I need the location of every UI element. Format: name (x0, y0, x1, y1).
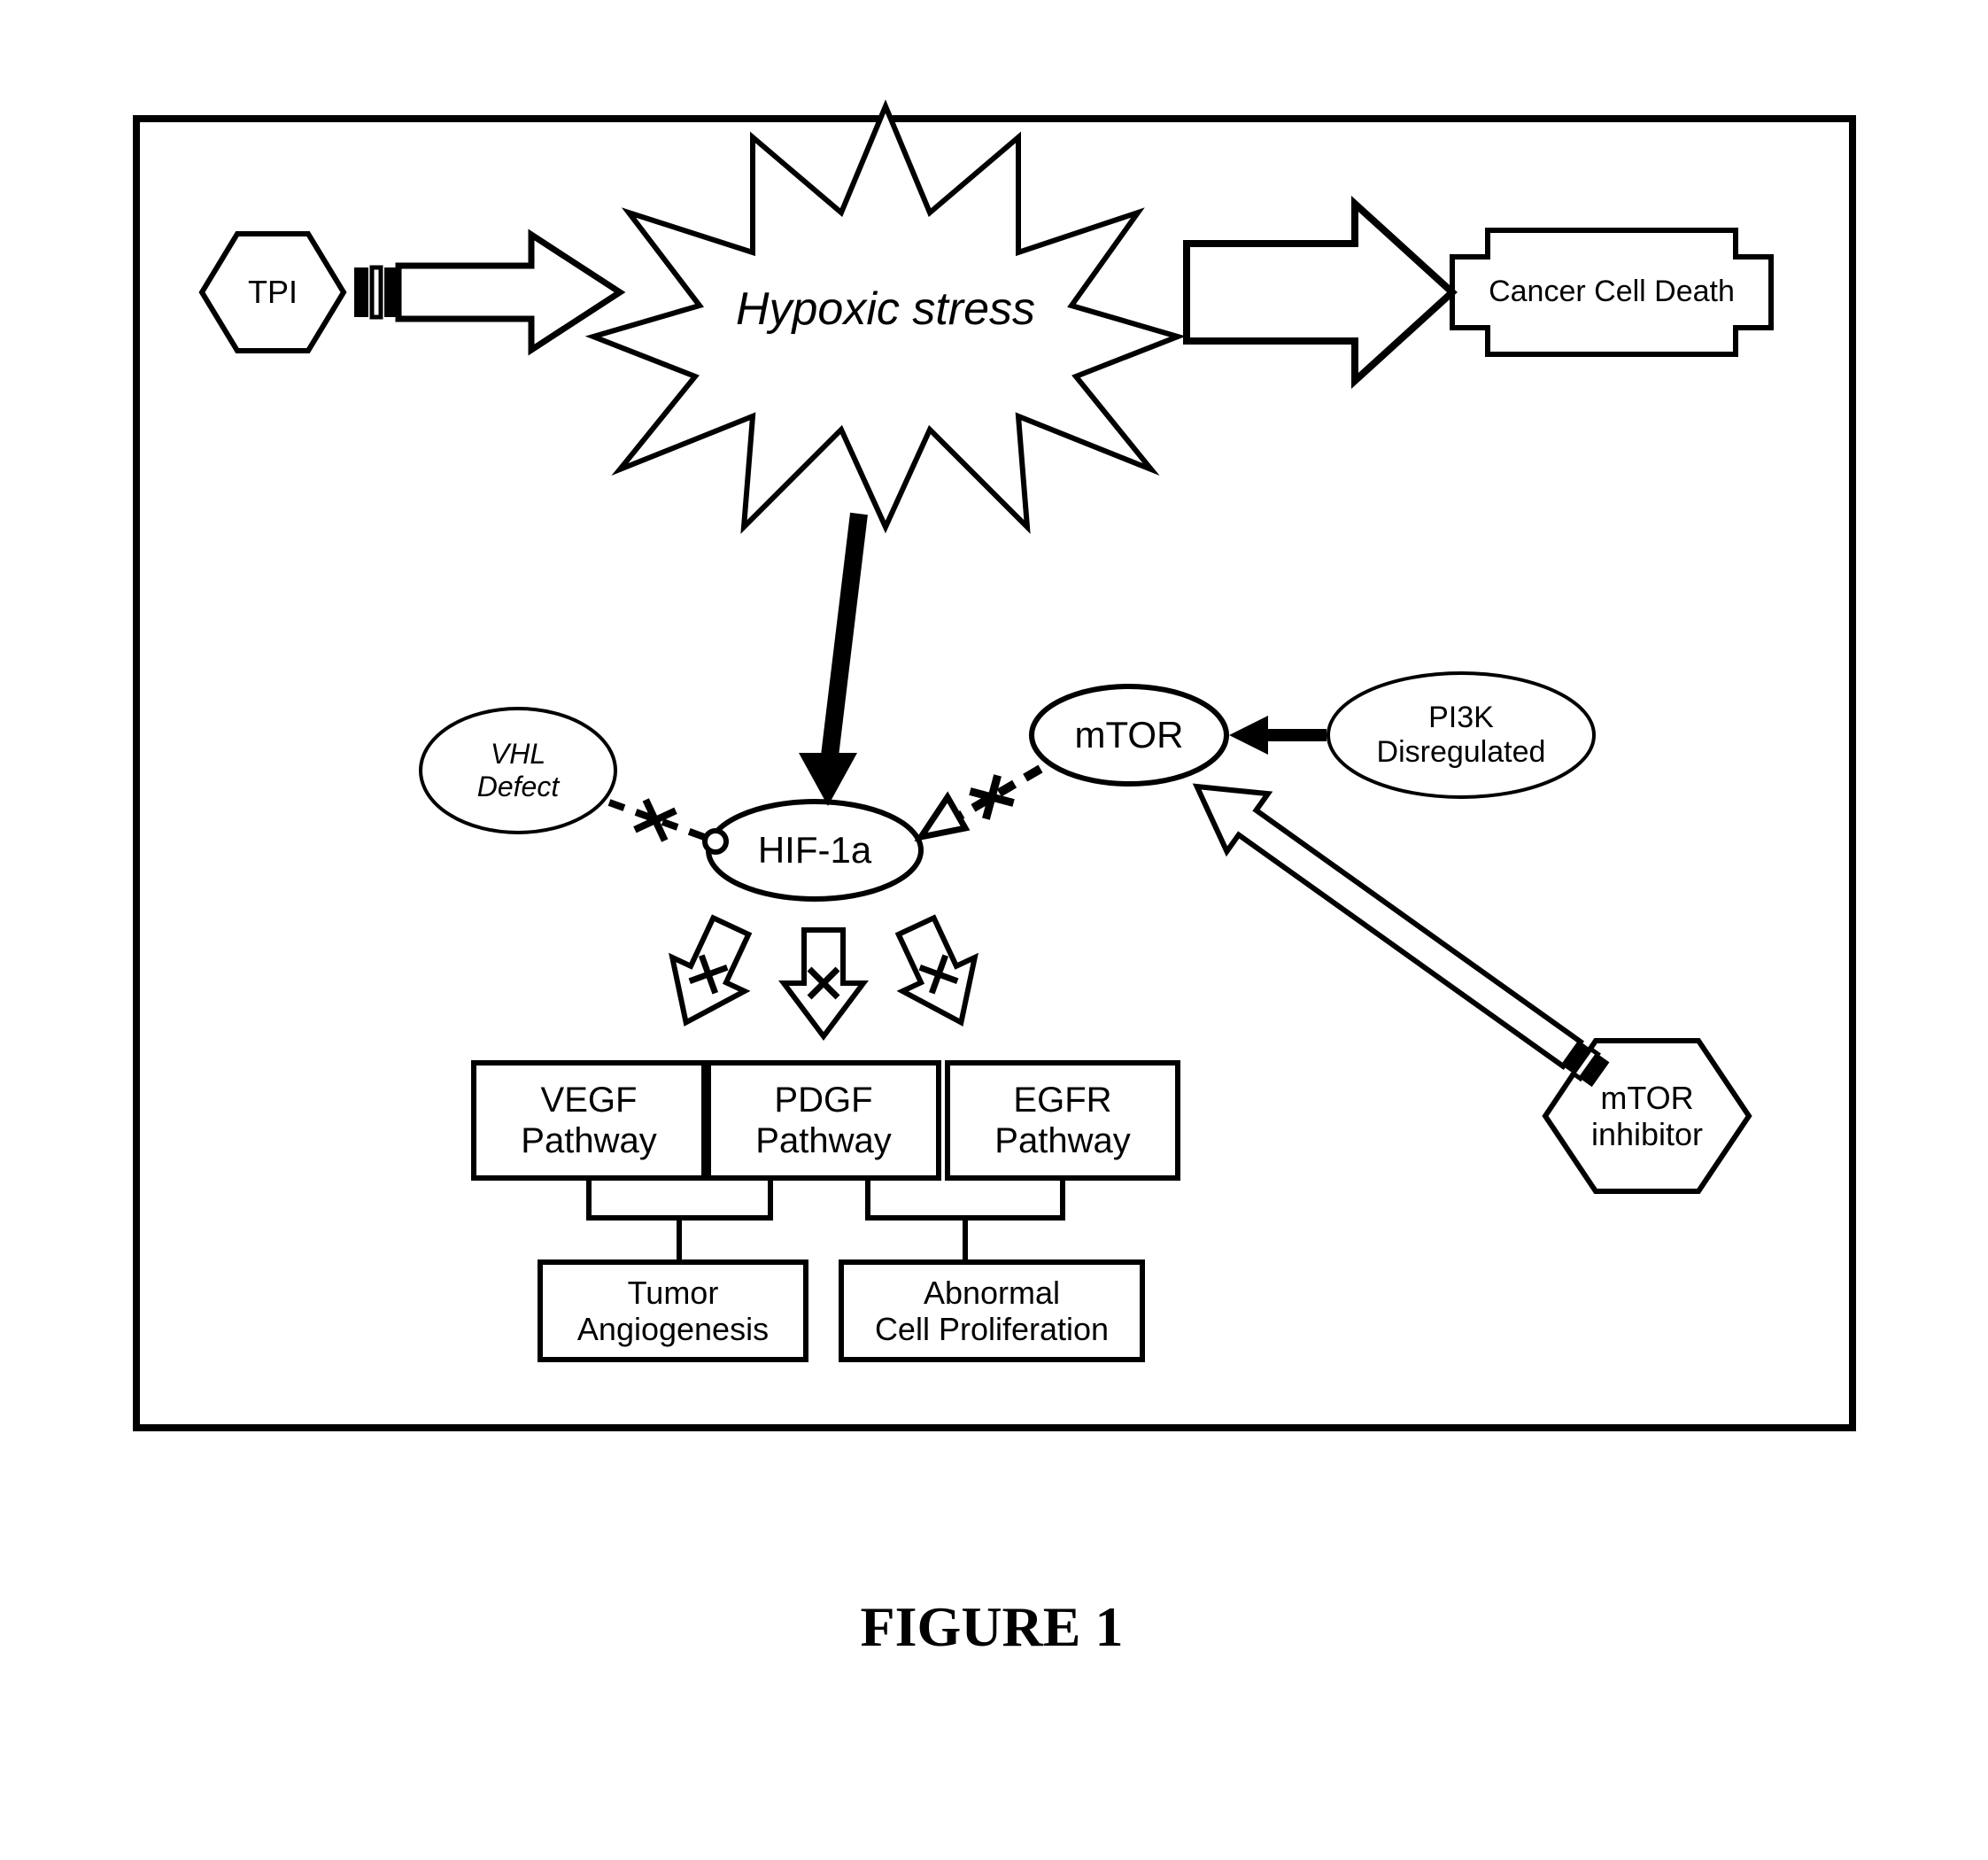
figure-caption: FIGURE 1 (35, 1594, 1948, 1660)
mtor-inhibitor-label: mTOR inhibitor (1554, 1072, 1740, 1160)
diagram-canvas: TPI Hypoxic stress Cancer Cell Death VHL… (35, 35, 1948, 1825)
tpi-arrow (354, 235, 620, 350)
pi3k-label: PI3K Disregulated (1328, 691, 1594, 779)
mtor-to-hif-blocked (921, 769, 1040, 837)
proliferation-label: Abnormal Cell Proliferation (841, 1262, 1142, 1360)
hif-label: HIF-1a (708, 824, 921, 877)
connector-proliferation (868, 1178, 1063, 1262)
cancer-death-label: Cancer Cell Death (1470, 259, 1753, 326)
tpi-label: TPI (202, 260, 344, 324)
pdgf-label: PDGF Pathway (708, 1063, 939, 1178)
vegf-label: VEGF Pathway (474, 1063, 704, 1178)
inhibitor-to-mtor-arrow (1176, 757, 1621, 1103)
vhl-label: VHL Defect (421, 726, 615, 815)
mtor-label: mTOR (1032, 709, 1226, 762)
angiogenesis-label: Tumor Angiogenesis (540, 1262, 806, 1360)
hif-down-left (650, 910, 767, 1040)
connector-angiogenesis (589, 1178, 770, 1262)
hif-down-right (880, 910, 997, 1040)
hypoxic-label: Hypoxic stress (708, 275, 1063, 345)
hif-down-mid (784, 930, 863, 1036)
pi3k-to-mtor-arrow (1229, 716, 1327, 755)
egfr-label: EGFR Pathway (948, 1063, 1178, 1178)
hypoxic-to-death-arrow (1187, 204, 1452, 381)
hypoxic-to-hif-arrow (799, 514, 859, 806)
